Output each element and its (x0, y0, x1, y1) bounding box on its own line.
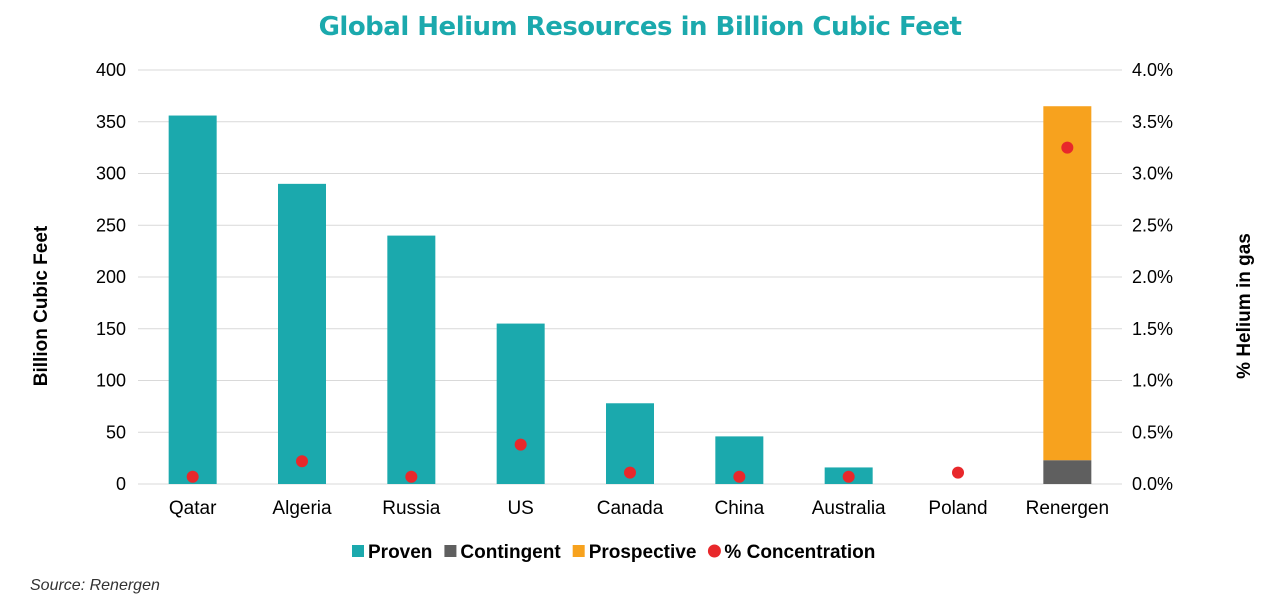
category-label: Renergen (1026, 498, 1109, 519)
left-axis-ticks: 0 50 100 150 200 250 300 350 400 (96, 60, 126, 494)
bar-proven-russia (387, 235, 436, 484)
legend-swatch-contingent (444, 545, 457, 557)
concentration-point-canada (624, 466, 636, 479)
category-label: Poland (928, 498, 987, 519)
left-tick-label: 0 (116, 474, 126, 494)
legend-swatch-concentration (707, 544, 721, 558)
category-label: Canada (597, 498, 664, 519)
concentration-point-renergen (1061, 141, 1074, 154)
right-tick-label: 2.5% (1132, 215, 1173, 235)
concentration-point-algeria (296, 455, 308, 468)
right-axis-ticks: 0.0% 0.5% 1.0% 1.5% 2.0% 2.5% 3.0% 3.5% 4.0% (1132, 60, 1173, 494)
left-tick-label: 250 (96, 215, 126, 235)
right-tick-label: 3.5% (1132, 112, 1173, 132)
category-label: Qatar (169, 498, 217, 519)
left-tick-label: 200 (96, 267, 126, 287)
right-tick-label: 3.0% (1132, 164, 1173, 184)
left-tick-label: 300 (96, 164, 126, 184)
left-tick-label: 50 (106, 422, 126, 442)
right-tick-label: 0.0% (1132, 474, 1173, 494)
right-tick-label: 2.0% (1132, 267, 1173, 287)
right-tick-label: 4.0% (1132, 60, 1173, 80)
legend-label: Proven (368, 542, 432, 563)
bar-contingent-renergen (1043, 460, 1092, 484)
bar-proven-qatar (168, 115, 217, 484)
legend-label: Contingent (460, 542, 561, 563)
concentration-point-poland (952, 466, 964, 479)
chart-title: Global Helium Resources in Billion Cubic… (318, 12, 962, 42)
legend-label: % Concentration (724, 542, 875, 563)
legend-label: Prospective (589, 542, 697, 563)
bar-proven-algeria (278, 183, 326, 484)
right-tick-label: 1.0% (1132, 371, 1173, 391)
left-tick-label: 100 (96, 371, 126, 391)
right-axis-title: % Helium in gas (1234, 233, 1255, 379)
bars (168, 106, 1092, 484)
source-note: Source: Renergen (30, 577, 160, 594)
right-tick-label: 1.5% (1132, 319, 1173, 339)
category-labels: Qatar Algeria Russia US Canada China Australia… (169, 498, 1109, 519)
concentration-point-us (514, 438, 527, 451)
left-tick-label: 400 (96, 60, 126, 80)
bar-proven-us (496, 323, 545, 484)
category-label: Algeria (272, 498, 332, 519)
concentration-point-australia (842, 470, 855, 483)
concentration-point-russia (405, 470, 418, 483)
left-tick-label: 150 (96, 319, 126, 339)
left-axis-title: Billion Cubic Feet (31, 225, 52, 386)
legend-swatch-prospective (572, 545, 585, 557)
category-label: Australia (812, 498, 886, 519)
legend-swatch-proven (352, 545, 364, 557)
bar-prospective-renergen (1043, 106, 1092, 461)
right-tick-label: 0.5% (1132, 422, 1173, 442)
category-label: China (715, 498, 765, 519)
concentration-dots (186, 141, 1074, 483)
legend: Proven Contingent Prospective % Concentrati… (352, 542, 875, 563)
concentration-point-qatar (186, 470, 199, 483)
concentration-point-china (733, 470, 746, 483)
category-label: Russia (382, 498, 441, 519)
left-tick-label: 350 (96, 112, 126, 132)
category-label: US (507, 498, 533, 519)
